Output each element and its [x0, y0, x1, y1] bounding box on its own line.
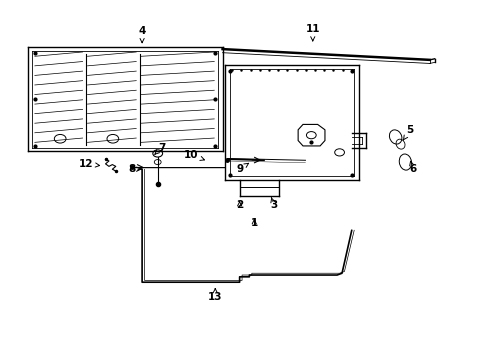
Text: 3: 3 [269, 197, 277, 210]
Text: 13: 13 [207, 288, 222, 302]
Text: 12: 12 [79, 159, 100, 169]
Text: 5: 5 [403, 125, 413, 140]
Text: 10: 10 [183, 150, 204, 161]
Text: 8: 8 [128, 164, 141, 174]
Text: 2: 2 [236, 200, 243, 210]
Text: 1: 1 [250, 218, 257, 228]
Text: 7: 7 [155, 143, 165, 154]
Text: 9: 9 [236, 163, 248, 174]
Text: 11: 11 [305, 24, 319, 41]
Text: 6: 6 [408, 161, 415, 174]
Text: 4: 4 [138, 26, 145, 42]
